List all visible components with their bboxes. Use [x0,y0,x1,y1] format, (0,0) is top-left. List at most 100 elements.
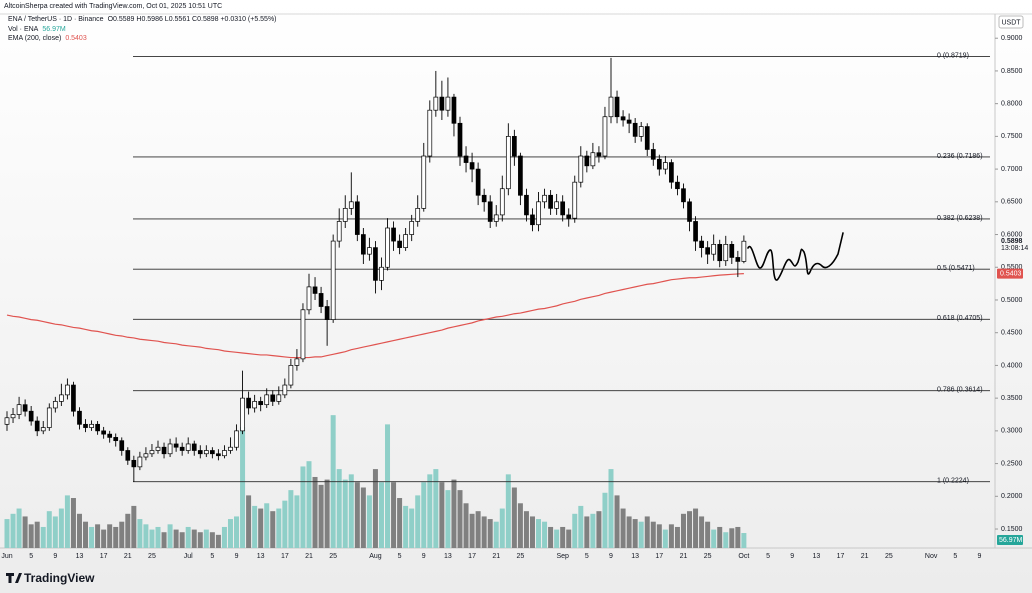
brand: TradingView [24,571,95,585]
candle-body [373,247,378,281]
x-tick-label: 5 [29,553,33,560]
candle-body [306,286,312,311]
candle-body [59,394,64,402]
candle-body [71,384,76,412]
candle-body [644,126,650,150]
volume-bar [167,524,173,548]
candle-body [40,427,46,432]
candle-body [22,404,28,412]
volume-bar [427,474,433,548]
candle-body [505,136,511,190]
candle-body [167,443,173,455]
candle-body [155,446,161,451]
x-tick-label: 13 [631,553,639,560]
volume-bar [288,490,294,548]
volume-bar [729,528,735,548]
volume-bar [264,503,270,548]
x-tick-label: Aug [369,553,382,560]
candle-body [191,443,197,451]
volume-bar [76,513,82,548]
ema-price-box [997,268,1023,279]
candle-body [228,446,233,451]
volume-bar [566,529,572,548]
volume-bar [155,526,161,548]
y-tick-label: 0.4500 [1001,330,1023,337]
currency: USDT [1001,19,1021,26]
candle-body [638,126,644,137]
x-tick-label: Jul [184,553,193,560]
logo-icon [6,573,22,583]
volume-bar [119,521,125,548]
volume-bar [306,461,312,548]
candle-body [530,214,535,226]
ema-value: 0.5403 [65,35,87,42]
volume-bar [89,526,95,548]
candle-body [584,155,590,167]
volume-bar [258,508,264,548]
volume-bar [409,508,415,548]
volume-bar [282,500,288,548]
x-tick-label: 5 [210,553,214,560]
volume-bar [22,516,28,548]
candle-body [270,394,276,402]
candle-body [318,293,324,307]
candle-body [403,234,408,248]
candle-body [590,152,596,167]
volume-bar [276,508,282,548]
x-tick-label: 25 [885,553,893,560]
x-tick-label: 13 [76,553,84,560]
fib-label: 0.618 (0.4705) [937,315,983,322]
volume-bar [596,511,602,548]
volume-box [997,535,1023,545]
y-tick-label: 0.6500 [1001,199,1023,206]
candle-body [397,240,402,248]
drawing-projection [747,232,844,281]
x-tick-label: 17 [655,553,663,560]
candle-body [185,443,191,451]
volume-bar [608,469,614,548]
y-tick-label: 0.6000 [1001,231,1023,238]
candle-body [457,122,463,157]
y-tick-label: 0.2500 [1001,460,1023,467]
candle-body [536,201,541,226]
volume-bar [680,513,686,548]
candle-body [409,221,415,235]
x-tick-label: 9 [53,553,57,560]
candle-body [554,201,559,209]
volume-bar [101,529,107,548]
volume-bar [548,526,554,548]
volume-bar [499,508,505,548]
volume-bar [221,526,227,548]
ema-name: EMA (200, close) [8,35,61,42]
candle-body [276,394,282,402]
countdown: 13:08:14 [1001,245,1028,252]
x-tick-label: Sep [556,553,569,560]
volume-bar [741,533,747,548]
ema-line [6,273,744,359]
volume-bar [70,498,76,548]
volume-bar [705,521,711,548]
candle-body [566,214,572,219]
volume-bar [197,532,203,548]
candle-body [300,309,306,360]
volume-bar [590,513,596,548]
volume-bar [179,532,185,548]
volume-bar [137,519,143,548]
volume-bar [620,508,626,548]
x-tick-label: Nov [925,553,938,560]
candle-body [77,410,82,425]
volume-bar [348,474,354,548]
y-tick-label: 0.5000 [1001,297,1023,304]
volume-bar [173,529,179,548]
x-tick-label: 5 [953,553,957,560]
volume-bar [113,526,119,548]
volume-bar [717,526,723,548]
y-tick-label: 0.3500 [1001,395,1023,402]
fib-label: 0.786 (0.3614) [937,387,983,394]
y-tick-label: 0.5500 [1001,264,1023,271]
x-tick-label: 5 [398,553,402,560]
volume-bar [711,529,717,548]
candle-body [179,446,185,451]
candle-body [663,162,668,170]
